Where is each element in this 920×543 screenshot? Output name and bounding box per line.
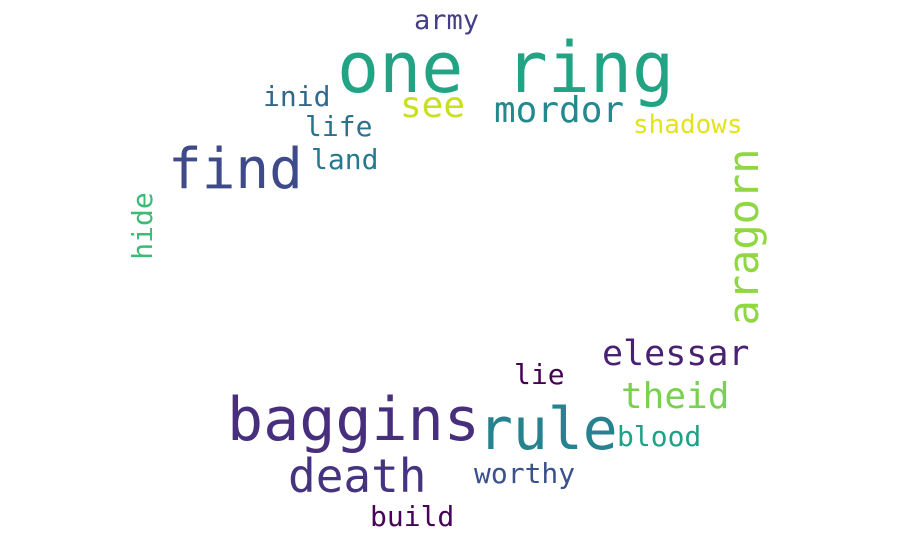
word-see: see [400,85,466,126]
word-mordor: mordor [494,90,625,131]
word-blood: blood [617,420,702,453]
word-lie: lie [514,358,565,391]
word-baggins: baggins [227,385,480,455]
word-shadows: shadows [633,110,743,140]
word-elessar: elessar [602,334,750,374]
word-worthy: worthy [474,457,576,490]
word-life: life [305,110,373,143]
word-death: death [288,449,427,503]
word-army: army [414,5,480,36]
word-find: find [168,137,303,202]
word-one-ring: one ring [337,27,675,109]
word-build: build [370,500,455,533]
word-inid: inid [263,80,331,113]
word-rule: rule [478,395,618,463]
word-aragorn: aragorn [719,148,768,326]
word-land: land [311,143,379,176]
word-theid: theid [621,376,730,417]
word-hide: hide [126,192,159,260]
